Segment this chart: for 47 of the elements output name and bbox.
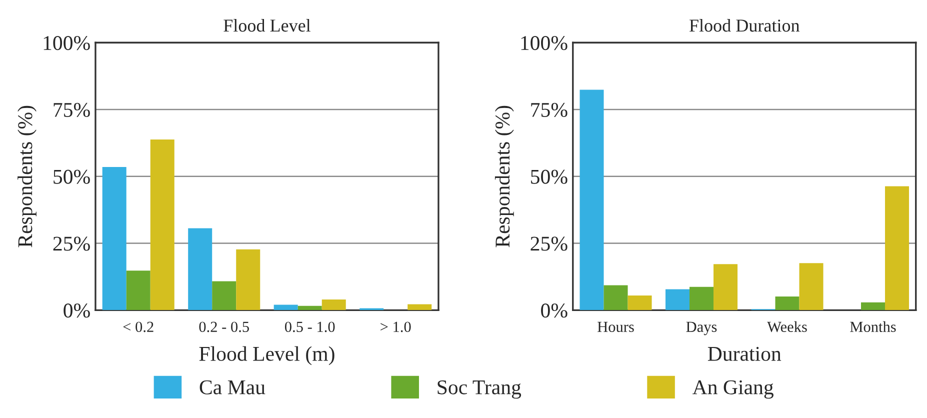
y-tick-label: 100% <box>44 36 90 50</box>
bar <box>604 285 628 310</box>
bar <box>102 167 126 310</box>
y-axis-title: Respondents (%) <box>494 106 514 248</box>
x-axis-title: Flood Level (m) <box>199 346 334 366</box>
x-tick-label: Months <box>850 321 896 332</box>
y-tick-label: 50% <box>531 170 568 184</box>
bar <box>126 270 150 310</box>
y-tick-label: 25% <box>53 236 90 251</box>
bar <box>274 304 298 310</box>
bar <box>714 264 738 310</box>
y-axis-title: Respondents (%) <box>18 106 36 248</box>
y-tick-label: 75% <box>531 102 568 118</box>
bar <box>298 306 322 310</box>
bar <box>150 139 174 310</box>
x-tick-label: Weeks <box>767 321 807 332</box>
x-tick-label: < 0.2 <box>123 322 154 332</box>
y-tick-label: 100% <box>521 36 568 50</box>
x-tick-label: 0.5 - 1.0 <box>284 322 335 332</box>
legend-label: Ca Mau <box>200 380 266 394</box>
chart-title: Flood Duration <box>689 18 800 32</box>
x-axis-title: Duration <box>708 346 782 361</box>
bar <box>628 295 652 310</box>
chart-title: Flood Level <box>224 18 310 32</box>
x-tick-label: Hours <box>598 322 634 332</box>
y-tick-label: 0% <box>64 304 90 318</box>
x-tick-label: > 1.0 <box>380 322 411 332</box>
bar <box>212 281 236 310</box>
bar <box>885 186 910 310</box>
y-tick-label: 25% <box>530 236 568 251</box>
y-tick-label: 0% <box>541 304 568 318</box>
bar <box>188 228 212 310</box>
bar <box>322 299 346 310</box>
x-tick-label: Days <box>686 322 717 336</box>
y-tick-label: 75% <box>54 102 90 118</box>
bar <box>236 249 260 310</box>
x-tick-label: 0.2 - 0.5 <box>199 322 249 332</box>
bar <box>665 289 690 310</box>
y-tick-label: 50% <box>54 170 90 184</box>
bar <box>408 304 432 310</box>
bar <box>775 296 800 310</box>
bar <box>690 286 714 310</box>
bar <box>861 302 886 310</box>
legend-label: An Giang <box>692 380 774 399</box>
bar <box>580 90 604 310</box>
bar <box>799 263 824 310</box>
legend-label: Soc Trang <box>438 380 522 399</box>
